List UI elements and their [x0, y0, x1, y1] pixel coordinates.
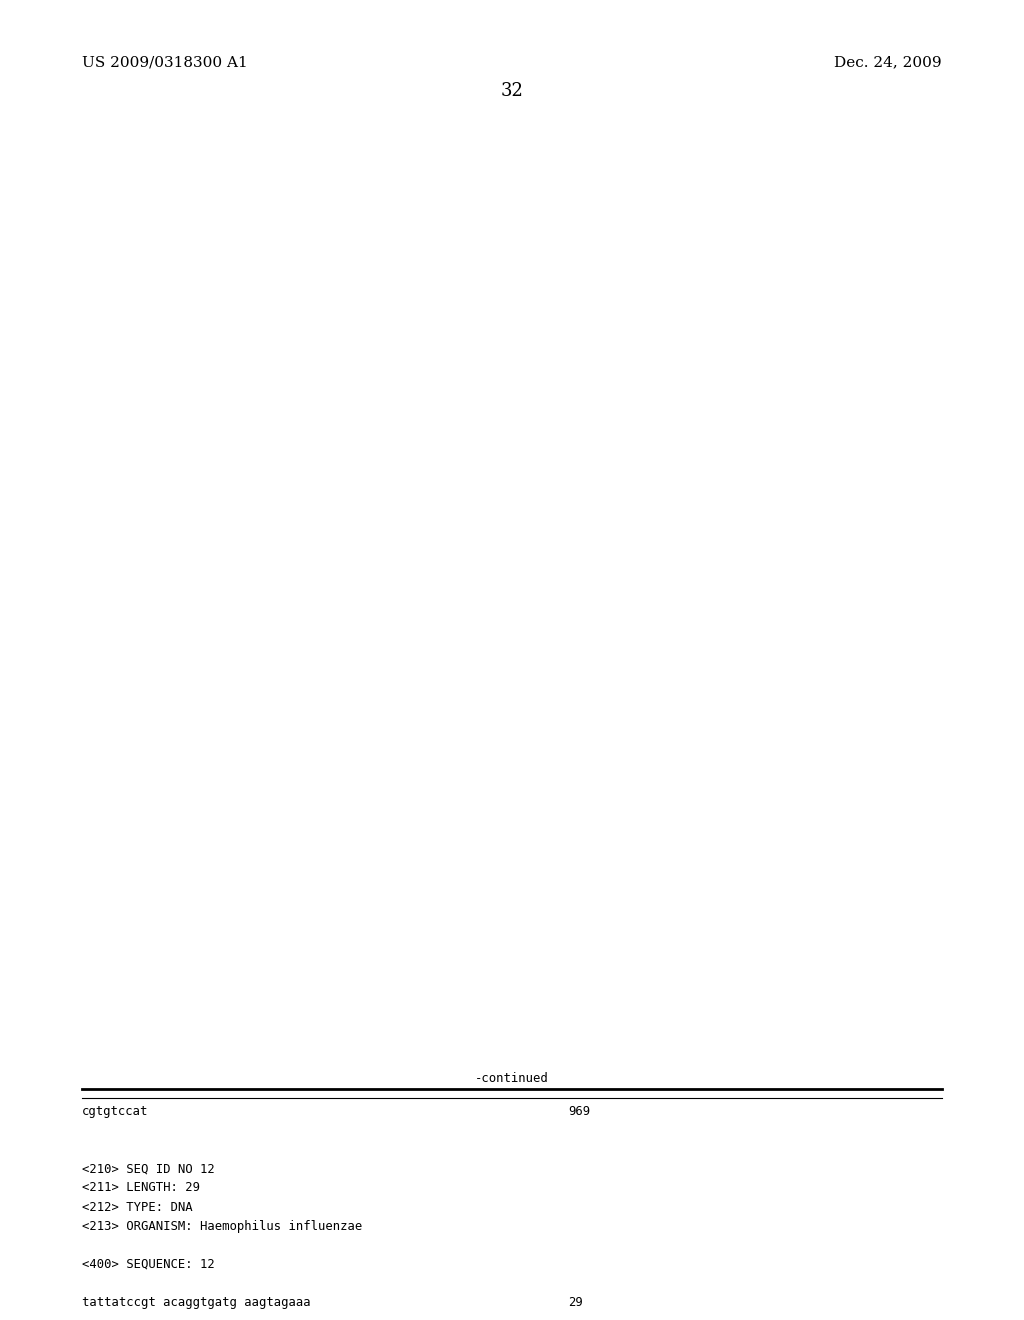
Text: 969: 969 [568, 1105, 591, 1118]
Text: <400> SEQUENCE: 12: <400> SEQUENCE: 12 [82, 1258, 215, 1271]
Text: 32: 32 [501, 82, 523, 100]
Text: <213> ORGANISM: Haemophilus influenzae: <213> ORGANISM: Haemophilus influenzae [82, 1220, 362, 1233]
Text: US 2009/0318300 A1: US 2009/0318300 A1 [82, 55, 248, 70]
Text: <211> LENGTH: 29: <211> LENGTH: 29 [82, 1181, 200, 1195]
Text: tattatccgt acaggtgatg aagtagaaa: tattatccgt acaggtgatg aagtagaaa [82, 1296, 310, 1309]
Text: Dec. 24, 2009: Dec. 24, 2009 [835, 55, 942, 70]
Text: cgtgtccat: cgtgtccat [82, 1105, 148, 1118]
Text: 29: 29 [568, 1296, 583, 1309]
Text: <212> TYPE: DNA: <212> TYPE: DNA [82, 1201, 193, 1213]
Text: -continued: -continued [475, 1072, 549, 1085]
Text: <210> SEQ ID NO 12: <210> SEQ ID NO 12 [82, 1163, 215, 1175]
